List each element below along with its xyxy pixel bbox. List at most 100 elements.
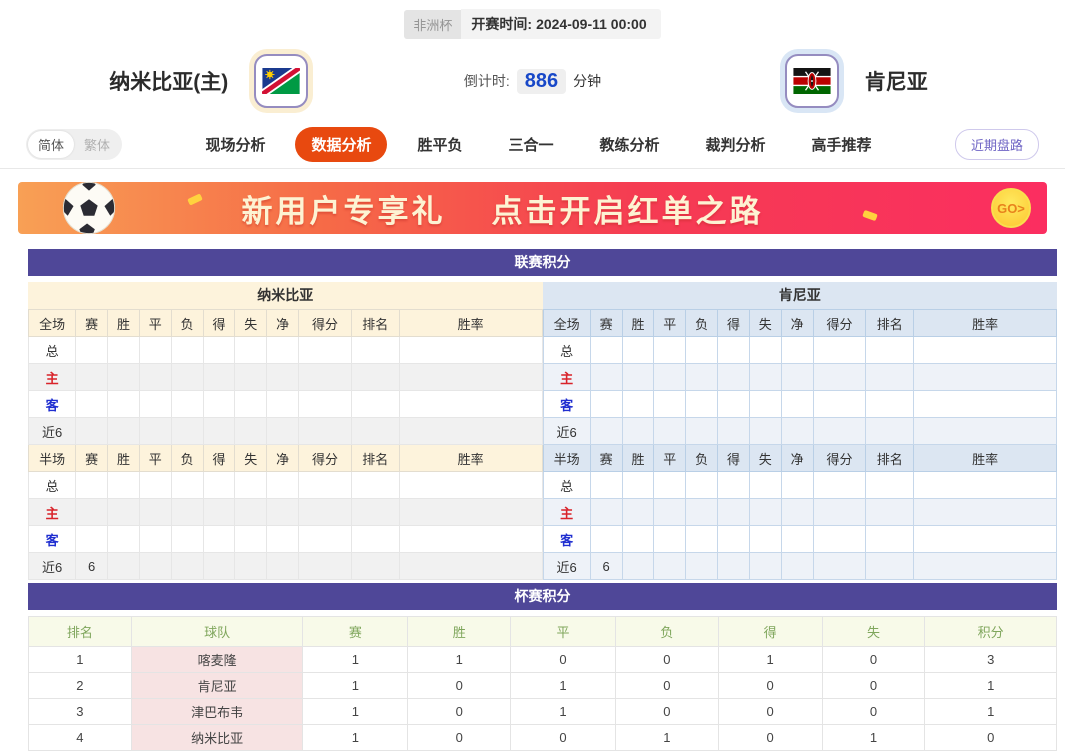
stat-cell [75,336,109,364]
stat-cell [685,552,719,580]
cup-row: 2 肯尼亚 1 0 1 0 0 0 1 [28,672,1057,699]
column-header: 排名 [350,444,400,472]
stat-cell [913,552,1057,580]
stat-cell [812,471,867,499]
nav-tab[interactable]: 教练分析 [599,137,660,154]
stat-cell: 1 [302,698,409,725]
countdown-label: 倒计时: [463,73,510,89]
kickoff-label: 开赛时间: [471,16,533,32]
stat-cell [138,417,172,445]
stat-cell: 0 [614,646,719,673]
lang-simplified[interactable]: 简体 [28,131,75,158]
nav-tab[interactable]: 现场分析 [205,137,266,154]
row-label: 客 [27,390,77,418]
league-badge: 非洲杯 [404,9,462,39]
stat-cell [234,498,268,526]
stat-cell [812,417,867,445]
stat-cell [780,552,814,580]
stat-row: 主 [542,498,1057,526]
column-header: 球队 [130,616,304,647]
stat-cell [621,336,655,364]
away-team: 肯尼亚 [648,54,1065,108]
row-label: 客 [542,390,591,418]
league-half-home: 纳米比亚 全场赛胜平负得失净得分 排名 胜率总主客近6 半场赛胜平负得失净得分 排名 胜率总… [27,282,543,580]
lang-traditional[interactable]: 繁体 [84,138,111,153]
stat-cell [234,390,268,418]
column-header: 得 [717,309,750,337]
stat-cell [75,525,109,553]
go-button[interactable]: GO> [991,188,1031,228]
stat-cell [913,417,1057,445]
team-name-cell: 喀麦隆 [130,646,304,673]
kickoff-value: 2024-09-11 00:00 [536,16,647,32]
stat-header-row: 全场赛胜平负得失净得分 排名 胜率 [27,309,543,337]
league-team-header: 肯尼亚 [542,282,1057,309]
promo-banner[interactable]: 新用户专享礼 点击开启红单之路 GO> [18,182,1047,234]
nav-tab[interactable]: 三合一 [508,137,554,154]
column-header: 赛 [589,444,623,472]
column-header: 半场 [542,444,591,472]
cup-row: 4 纳米比亚 1 0 0 1 0 1 0 [28,724,1057,751]
stat-cell [266,417,300,445]
nav-bar: 简体 繁体 现场分析 数据分析 胜平负 三合一 教练分析 裁判分析 高手推荐 近期盘路 [0,121,1065,169]
stat-cell [865,471,915,499]
stat-cell [138,552,172,580]
row-label: 总 [542,471,591,499]
column-header: 负 [685,444,719,472]
stat-cell [234,336,268,364]
stat-cell [913,336,1057,364]
column-header: 胜率 [913,444,1057,472]
column-header: 得 [717,444,750,472]
soccer-ball-icon [62,182,116,234]
nav-tab[interactable]: 裁判分析 [705,137,766,154]
column-header: 半场 [27,444,77,472]
stat-cell [398,498,543,526]
home-team: 纳米比亚(主) [0,54,418,108]
language-toggle[interactable]: 简体 繁体 [26,129,123,160]
stat-row: 客 [27,390,543,418]
nav-tab[interactable]: 胜平负 [417,137,463,154]
stat-cell [170,498,204,526]
nav-tab[interactable]: 高手推荐 [811,137,872,154]
namibia-flag-icon [262,68,301,94]
column-header: 得分 [812,444,867,472]
stat-cell [812,363,867,391]
row-label: 客 [542,525,591,553]
stat-cell [138,390,172,418]
recent-odds-button[interactable]: 近期盘路 [954,129,1039,160]
stat-cell [75,417,109,445]
banner-subtitle: 点击开启红单之路 [491,193,764,229]
stat-cell [653,417,687,445]
stat-cell [653,552,687,580]
stat-cell: 1 [407,646,512,673]
column-header: 全场 [27,309,77,337]
row-label: 主 [27,498,77,526]
row-label: 近6 [27,417,77,445]
stat-cell [589,525,623,553]
column-header: 排名 [865,444,915,472]
column-header: 全场 [542,309,591,337]
stat-cell [75,471,109,499]
stat-cell: 0 [821,646,926,673]
nav-tab[interactable]: 数据分析 [295,127,388,162]
stat-cell [865,390,915,418]
league-points-title: 联赛积分 [28,249,1057,276]
stat-row: 近6 6 [542,552,1057,580]
stat-cell [685,525,719,553]
stat-cell [717,390,750,418]
column-header: 净 [780,444,814,472]
stat-cell [685,417,719,445]
stat-cell [865,498,915,526]
column-header: 失 [234,309,268,337]
stat-row: 总 [542,471,1057,499]
stat-cell [621,390,655,418]
column-header: 负 [685,309,719,337]
stat-cell [298,417,352,445]
stat-row: 近6 [27,417,543,445]
stat-cell [913,390,1057,418]
stat-row: 客 [542,525,1057,553]
stat-cell [653,525,687,553]
column-header: 平 [510,616,616,647]
row-label: 客 [27,525,77,553]
cup-header-row: 排名 球队赛胜平负得失积分 [28,616,1057,647]
